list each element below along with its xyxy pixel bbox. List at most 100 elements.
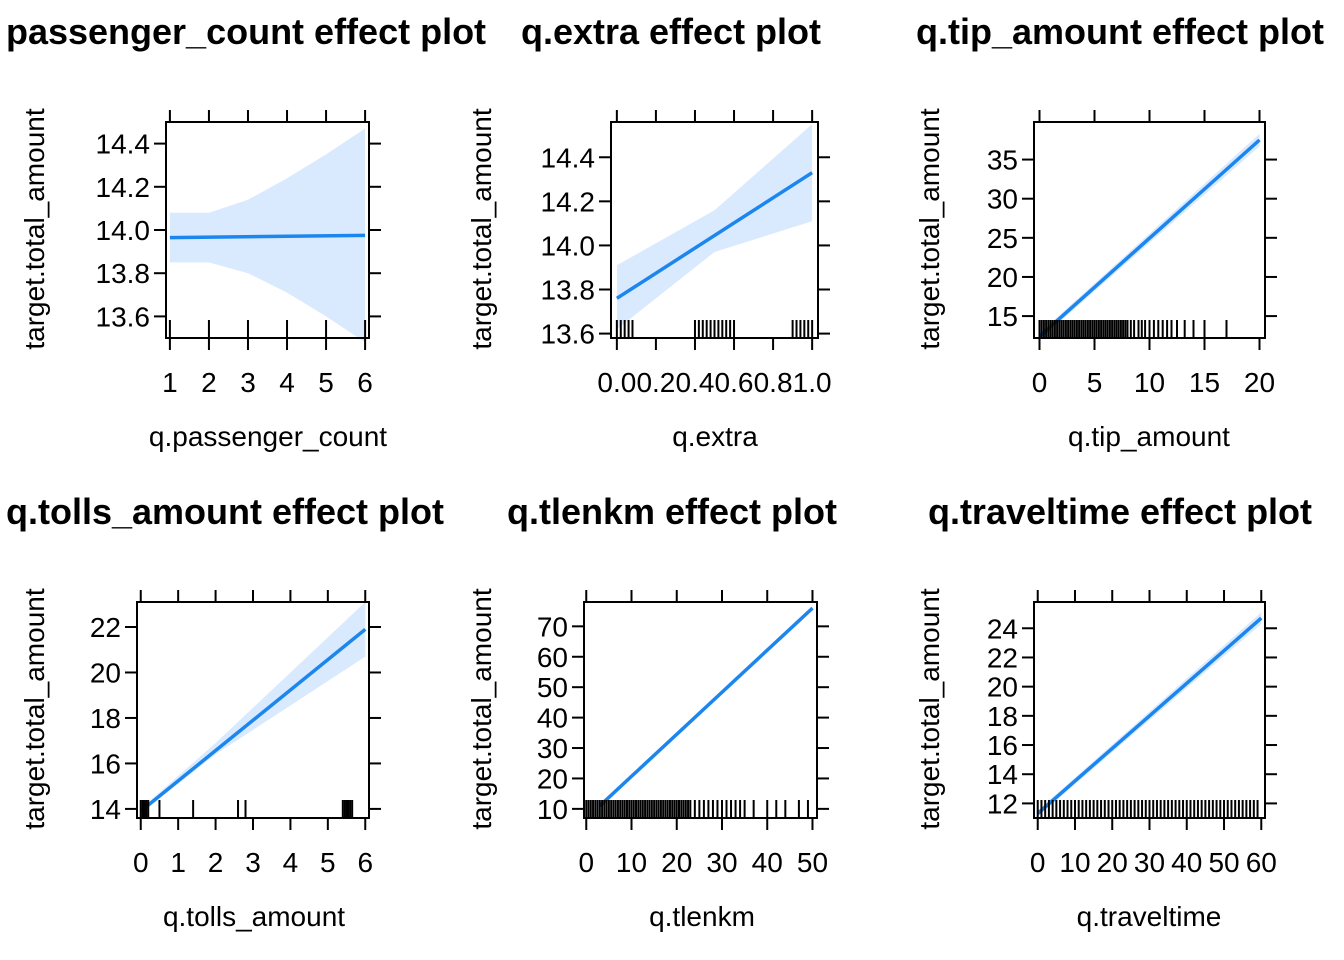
panel-traveltime: q.traveltime effect plot q.traveltime ta… xyxy=(914,491,1312,932)
x-tick-label: 0.2 xyxy=(636,367,675,398)
x-tick-label: 30 xyxy=(706,847,737,878)
x-tick-label: 1 xyxy=(162,367,178,398)
x-axis-label: q.tlenkm xyxy=(649,901,755,932)
y-axis-label: target.total_amount xyxy=(466,108,497,349)
x-tick-label: 0 xyxy=(1030,847,1046,878)
x-tick-label: 5 xyxy=(318,367,334,398)
x-tick-label: 6 xyxy=(357,847,373,878)
y-tick-label: 20 xyxy=(987,672,1018,703)
x-tick-label: 40 xyxy=(1171,847,1202,878)
x-axis-label: q.extra xyxy=(672,421,758,452)
x-tick-label: 20 xyxy=(661,847,692,878)
x-tick-label: 4 xyxy=(279,367,295,398)
x-axis-label: q.tolls_amount xyxy=(163,901,345,932)
y-tick-label: 13.8 xyxy=(541,275,596,306)
fit-line xyxy=(1038,138,1261,338)
fit-line xyxy=(169,233,366,240)
y-tick-label: 20 xyxy=(537,763,568,794)
y-tick-label: 10 xyxy=(537,794,568,825)
y-tick-label: 18 xyxy=(987,701,1018,732)
y-tick-label: 20 xyxy=(987,262,1018,293)
y-tick-label: 40 xyxy=(537,703,568,734)
confidence-band xyxy=(140,602,366,814)
panel-title: q.tip_amount effect plot xyxy=(916,11,1324,52)
y-tick-label: 13.6 xyxy=(541,319,596,350)
y-tick-label: 14 xyxy=(90,794,121,825)
y-tick-label: 14.2 xyxy=(96,172,151,203)
panel-title: q.traveltime effect plot xyxy=(928,491,1312,532)
x-tick-label: 6 xyxy=(357,367,373,398)
x-tick-label: 20 xyxy=(1244,367,1275,398)
x-tick-label: 0 xyxy=(1032,367,1048,398)
y-axis-label: target.total_amount xyxy=(914,588,945,829)
x-tick-label: 10 xyxy=(1134,367,1165,398)
fit-line xyxy=(1036,616,1263,815)
fit-line xyxy=(598,606,814,808)
x-tick-label: 3 xyxy=(245,847,261,878)
x-axis-label: q.traveltime xyxy=(1077,901,1222,932)
y-tick-label: 70 xyxy=(537,611,568,642)
plot-frame xyxy=(583,601,818,819)
confidence-band xyxy=(616,124,813,330)
x-tick-label: 40 xyxy=(752,847,783,878)
y-tick-label: 22 xyxy=(90,612,121,643)
panel-title: q.tolls_amount effect plot xyxy=(6,491,444,532)
y-tick-label: 14.0 xyxy=(96,215,151,246)
y-tick-label: 13.6 xyxy=(96,301,151,332)
x-tick-label: 5 xyxy=(320,847,336,878)
x-tick-label: 10 xyxy=(616,847,647,878)
y-tick-label: 14.2 xyxy=(541,186,596,217)
x-tick-label: 0.8 xyxy=(754,367,793,398)
x-tick-label: 20 xyxy=(1097,847,1128,878)
x-tick-label: 4 xyxy=(283,847,299,878)
plot-frame xyxy=(610,121,819,339)
plot-area: 0 1 2 3 4 5 6 14 16 18 20 22 xyxy=(90,590,381,878)
y-tick-label: 60 xyxy=(537,642,568,673)
x-tick-label: 60 xyxy=(1246,847,1277,878)
panel-extra: q.extra effect plot q.extra target.total… xyxy=(466,11,821,452)
x-tick-label: 3 xyxy=(240,367,256,398)
x-axis-label: q.passenger_count xyxy=(149,421,387,452)
x-tick-label: 0 xyxy=(133,847,149,878)
y-tick-label: 25 xyxy=(987,223,1018,254)
panel-title: passenger_count effect plot xyxy=(6,11,486,52)
panel-passenger-count: passenger_count effect plot q.passenger_… xyxy=(6,11,486,452)
y-tick-label: 14.4 xyxy=(96,129,151,160)
x-tick-label: 50 xyxy=(1208,847,1239,878)
y-tick-label: 20 xyxy=(90,657,121,688)
x-tick-label: 5 xyxy=(1087,367,1103,398)
x-tick-label: 0.0 xyxy=(597,367,636,398)
panel-tlenkm: q.tlenkm effect plot q.tlenkm target.tot… xyxy=(466,491,837,932)
plot-area: 0 5 10 15 20 15 20 25 30 35 xyxy=(987,110,1277,398)
y-tick-label: 22 xyxy=(987,642,1018,673)
x-tick-label: 50 xyxy=(797,847,828,878)
x-tick-label: 0.6 xyxy=(715,367,754,398)
y-tick-label: 16 xyxy=(987,730,1018,761)
x-tick-label: 0.4 xyxy=(676,367,715,398)
y-tick-label: 35 xyxy=(987,145,1018,176)
x-tick-label: 1.0 xyxy=(793,367,832,398)
y-tick-label: 16 xyxy=(90,748,121,779)
x-tick-label: 1 xyxy=(170,847,186,878)
y-tick-label: 13.8 xyxy=(96,258,151,289)
panel-title: q.extra effect plot xyxy=(521,11,821,52)
plot-area: 1 2 3 4 5 6 13.6 13.8 14.0 14.2 14.4 xyxy=(96,110,381,398)
panel-tolls-amount: q.tolls_amount effect plot q.tolls_amoun… xyxy=(6,491,444,932)
y-tick-label: 14.0 xyxy=(541,230,596,261)
y-tick-label: 18 xyxy=(90,703,121,734)
x-tick-label: 2 xyxy=(208,847,224,878)
x-tick-label: 0 xyxy=(578,847,594,878)
y-tick-label: 30 xyxy=(987,184,1018,215)
y-tick-label: 30 xyxy=(537,733,568,764)
y-axis-label: target.total_amount xyxy=(914,108,945,349)
y-axis-label: target.total_amount xyxy=(466,588,497,829)
x-tick-label: 30 xyxy=(1134,847,1165,878)
fit-line xyxy=(615,171,814,300)
panel-title: q.tlenkm effect plot xyxy=(507,491,837,532)
panel-tip-amount: q.tip_amount effect plot q.tip_amount ta… xyxy=(914,11,1324,452)
y-tick-label: 14 xyxy=(987,759,1018,790)
y-axis-label: target.total_amount xyxy=(19,108,50,349)
